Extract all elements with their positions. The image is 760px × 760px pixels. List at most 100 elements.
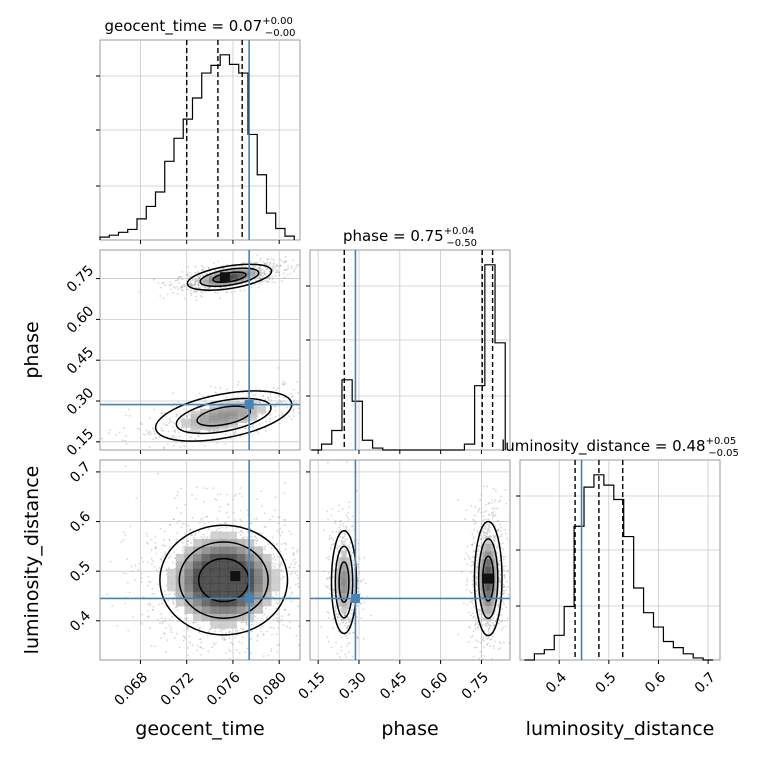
density-cell xyxy=(253,561,263,570)
density-cell xyxy=(490,551,494,560)
density-cell xyxy=(219,561,229,570)
contour-line xyxy=(186,263,273,291)
density-cell xyxy=(209,416,220,420)
contour-line xyxy=(482,555,495,602)
density-cell xyxy=(227,546,237,555)
density-cell xyxy=(210,561,220,570)
density-cell xyxy=(256,407,267,411)
density-cell xyxy=(236,546,246,555)
density-cell xyxy=(342,606,346,614)
density-cell xyxy=(203,278,210,281)
density-cell xyxy=(341,599,344,607)
density-cell xyxy=(253,546,263,555)
density-cell xyxy=(227,598,237,607)
density-cell xyxy=(210,576,220,585)
density-cell xyxy=(209,280,216,283)
density-cell xyxy=(344,550,347,558)
density-cell xyxy=(184,598,194,607)
density-cell xyxy=(218,414,229,418)
density-cell xyxy=(184,561,194,570)
density-cell xyxy=(342,592,346,600)
density-cell xyxy=(201,583,211,592)
x-tick-label: 0.7 xyxy=(692,669,719,696)
density-cell xyxy=(271,583,281,592)
density-cell xyxy=(200,408,210,413)
density-cell xyxy=(339,585,342,593)
density-cell xyxy=(210,591,220,599)
y-tick-label: 0.45 xyxy=(64,344,97,377)
density-cell xyxy=(219,531,229,540)
density-cell xyxy=(228,424,238,428)
density-cell xyxy=(167,576,177,585)
y-tick-label: 0.7 xyxy=(67,459,94,486)
density-cell xyxy=(228,400,238,404)
density-cell xyxy=(219,568,229,577)
density-cell xyxy=(232,275,239,278)
density-cell xyxy=(487,582,490,591)
density-cell xyxy=(479,582,482,591)
x-tick-label: 0.5 xyxy=(593,669,620,696)
density-cell xyxy=(209,274,216,277)
density-cell xyxy=(232,269,239,272)
density-cell xyxy=(341,571,344,579)
density-cell xyxy=(214,282,222,285)
density-cell xyxy=(346,557,349,565)
density-cell xyxy=(201,546,211,555)
density-cell xyxy=(336,571,339,579)
density-cell xyxy=(341,564,344,572)
density-cell xyxy=(236,538,246,547)
density-cell xyxy=(487,535,490,544)
density-cell xyxy=(193,598,203,607)
panel-frame xyxy=(309,249,511,451)
density-cell xyxy=(184,576,194,585)
density-cell xyxy=(483,543,486,552)
density-cell xyxy=(227,583,237,592)
density-cell xyxy=(218,408,229,412)
density-cell xyxy=(337,599,340,607)
density-cell xyxy=(237,275,245,278)
panel-title: luminosity_distance = 0.48+0.05 −0.05 xyxy=(501,436,739,459)
density-cell xyxy=(344,557,347,565)
density-cell xyxy=(210,553,220,562)
density-cell xyxy=(492,551,495,560)
density-cell xyxy=(349,585,352,593)
density-cell xyxy=(236,598,246,607)
x-axis-label: phase xyxy=(381,718,438,740)
density-cell xyxy=(481,590,484,599)
contour-line xyxy=(154,390,293,442)
density-cell xyxy=(193,546,203,555)
density-cell xyxy=(184,546,194,555)
density-cell xyxy=(203,276,210,279)
histogram-steps xyxy=(99,54,295,240)
density-cell xyxy=(200,426,210,431)
density-cell xyxy=(237,413,248,418)
density-cell xyxy=(193,613,203,622)
density-cell xyxy=(184,583,194,592)
density-cell xyxy=(492,590,495,599)
y-tick-label: 0.75 xyxy=(64,263,97,296)
density-cell xyxy=(236,568,246,577)
density-cell xyxy=(214,284,222,287)
density-cell xyxy=(201,568,211,577)
density-cell xyxy=(342,550,346,558)
density-cell xyxy=(348,564,351,572)
density-cell xyxy=(190,422,201,427)
density-cell xyxy=(487,605,490,614)
density-cell xyxy=(209,404,220,408)
density-cell xyxy=(487,590,490,599)
density-cell xyxy=(249,269,256,272)
density-cell xyxy=(488,605,492,614)
density-peak xyxy=(219,272,230,283)
y-tick-label: 0.30 xyxy=(64,385,97,418)
density-cell xyxy=(485,590,488,599)
density-cell xyxy=(243,275,250,277)
density-cell xyxy=(348,557,351,565)
density-cell xyxy=(342,564,346,572)
contour-line xyxy=(330,529,358,635)
density-cell xyxy=(492,559,495,568)
density-cell xyxy=(210,546,220,555)
density-cell xyxy=(494,574,497,583)
density-cell xyxy=(339,578,342,586)
density-cell xyxy=(344,592,347,600)
density-cell xyxy=(219,613,229,622)
